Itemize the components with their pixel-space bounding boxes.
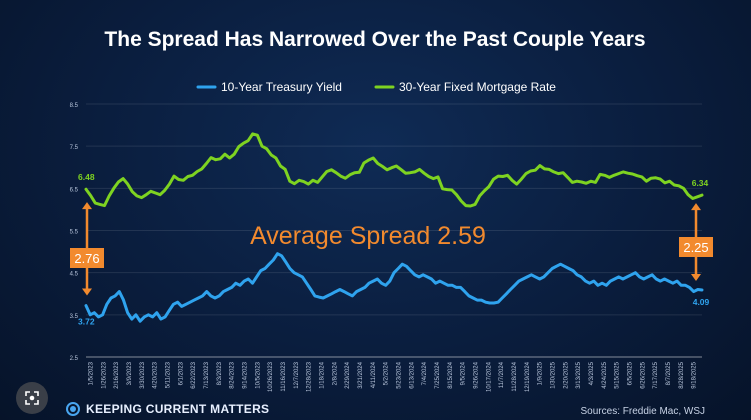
x-tick-label: 9/26/2024 (473, 361, 479, 388)
treasury-yield-line (84, 252, 704, 323)
treasury-start-label: 3.72 (78, 317, 95, 327)
average-spread-label: Average Spread 2.59 (250, 222, 486, 250)
x-tick-label: 9/18/2025 (692, 361, 698, 388)
sources-note: Sources: Freddie Mac, WSJ (580, 406, 705, 417)
x-tick-label: 7/4/2024 (422, 361, 428, 385)
y-tick-label: 6.5 (70, 187, 79, 193)
x-tick-label: 11/7/2024 (499, 361, 505, 388)
x-tick-label: 2/20/2025 (563, 361, 569, 388)
start-spread-arrow-down (82, 288, 92, 296)
x-tick-label: 1/26/2023 (101, 361, 107, 388)
y-tick-label: 5.5 (70, 230, 79, 236)
x-tick-label: 6/5/2025 (627, 361, 633, 385)
x-tick-label: 5/23/2024 (396, 361, 402, 388)
x-tick-label: 1/9/2025 (538, 361, 544, 385)
x-tick-label: 7/25/2024 (435, 361, 441, 388)
end-spread-arrow-up (691, 203, 701, 211)
x-tick-label: 9/5/2024 (461, 361, 467, 385)
x-tick-label: 8/3/2023 (217, 361, 223, 385)
x-tick-label: 2/29/2024 (345, 361, 351, 388)
x-tick-label: 2/8/2024 (332, 361, 338, 385)
x-tick-label: 12/28/2023 (307, 361, 313, 392)
x-tick-label: 3/30/2023 (140, 361, 146, 388)
x-tick-label: 4/24/2025 (602, 361, 608, 388)
x-tick-label: 6/13/2024 (409, 361, 415, 388)
x-tick-label: 5/15/2025 (615, 361, 621, 388)
end-spread-label: 2.25 (683, 240, 708, 255)
x-tick-label: 1/5/2023 (88, 361, 94, 385)
y-tick-label: 4.5 (70, 272, 79, 278)
x-tick-label: 8/15/2024 (448, 361, 454, 388)
x-tick-label: 3/21/2024 (358, 361, 364, 388)
x-tick-label: 6/22/2023 (191, 361, 197, 388)
legend-label: 30-Year Fixed Mortgage Rate (399, 80, 556, 94)
x-tick-label: 6/1/2023 (178, 361, 184, 385)
y-tick-label: 2.5 (70, 356, 79, 362)
x-tick-label: 7/17/2025 (653, 361, 659, 388)
legend: 10-Year Treasury Yield 30-Year Fixed Mort… (196, 80, 556, 94)
start-spread-arrow-up (82, 202, 92, 210)
y-axis: 8.5 7.5 6.5 5.5 4.5 3.5 2.5 (70, 103, 702, 362)
y-tick-label: 3.5 (70, 314, 79, 320)
x-tick-label: 1/18/2024 (319, 361, 325, 388)
x-tick-label: 9/14/2023 (242, 361, 248, 388)
brand-logo-text: KEEPING CURRENT MATTERS (86, 402, 270, 416)
x-tick-label: 11/16/2023 (281, 361, 287, 391)
series-layer (84, 132, 704, 323)
x-tick-label: 8/24/2023 (230, 361, 236, 388)
x-tick-label: 8/7/2025 (666, 361, 672, 385)
mortgage-start-label: 6.48 (78, 172, 95, 182)
x-tick-label: 5/2/2024 (384, 361, 390, 385)
x-tick-label: 11/28/2024 (512, 361, 518, 391)
x-tick-label: 3/9/2023 (127, 361, 133, 385)
x-tick-label: 6/26/2025 (640, 361, 646, 388)
annotations: 3.72 6.48 4.09 6.34 2.76 2.25 Average Spread 2… (70, 172, 713, 327)
y-tick-label: 8.5 (70, 103, 79, 109)
x-tick-label: 10/5/2023 (255, 361, 261, 388)
x-tick-label: 4/20/2023 (153, 361, 159, 388)
end-spread-box (679, 237, 713, 257)
x-tick-label: 12/7/2023 (294, 361, 300, 388)
chart-title: The Spread Has Narrowed Over the Past Co… (104, 28, 645, 51)
x-tick-label: 12/19/2024 (525, 361, 531, 392)
x-axis: 1/5/2023 1/26/2023 2/16/2023 3/9/2023 3/30/2… (88, 361, 697, 392)
legend-label: 10-Year Treasury Yield (221, 80, 342, 94)
treasury-end-label: 4.09 (693, 297, 710, 307)
google-lens-icon (25, 391, 39, 405)
start-spread-label: 2.76 (74, 251, 99, 266)
x-tick-label: 2/16/2023 (114, 361, 120, 388)
x-tick-label: 4/3/2025 (589, 361, 595, 385)
start-spread-box (70, 248, 104, 268)
mortgage-rate-line (84, 132, 704, 208)
mortgage-end-label: 6.34 (692, 178, 709, 188)
y-tick-label: 7.5 (70, 145, 79, 151)
x-tick-label: 10/17/2024 (486, 361, 492, 392)
x-tick-label: 4/11/2024 (371, 361, 377, 388)
x-tick-label: 10/26/2023 (268, 361, 274, 392)
brand-logo: KEEPING CURRENT MATTERS (66, 402, 269, 416)
x-tick-label: 3/13/2025 (576, 361, 582, 388)
brand-logo-icon (66, 402, 80, 416)
end-spread-arrow-down (691, 273, 701, 281)
google-lens-button[interactable] (16, 382, 48, 414)
x-tick-label: 5/11/2023 (165, 361, 171, 388)
x-tick-label: 8/28/2025 (679, 361, 685, 388)
x-tick-label: 7/13/2023 (204, 361, 210, 388)
x-tick-label: 1/30/2025 (550, 361, 556, 388)
